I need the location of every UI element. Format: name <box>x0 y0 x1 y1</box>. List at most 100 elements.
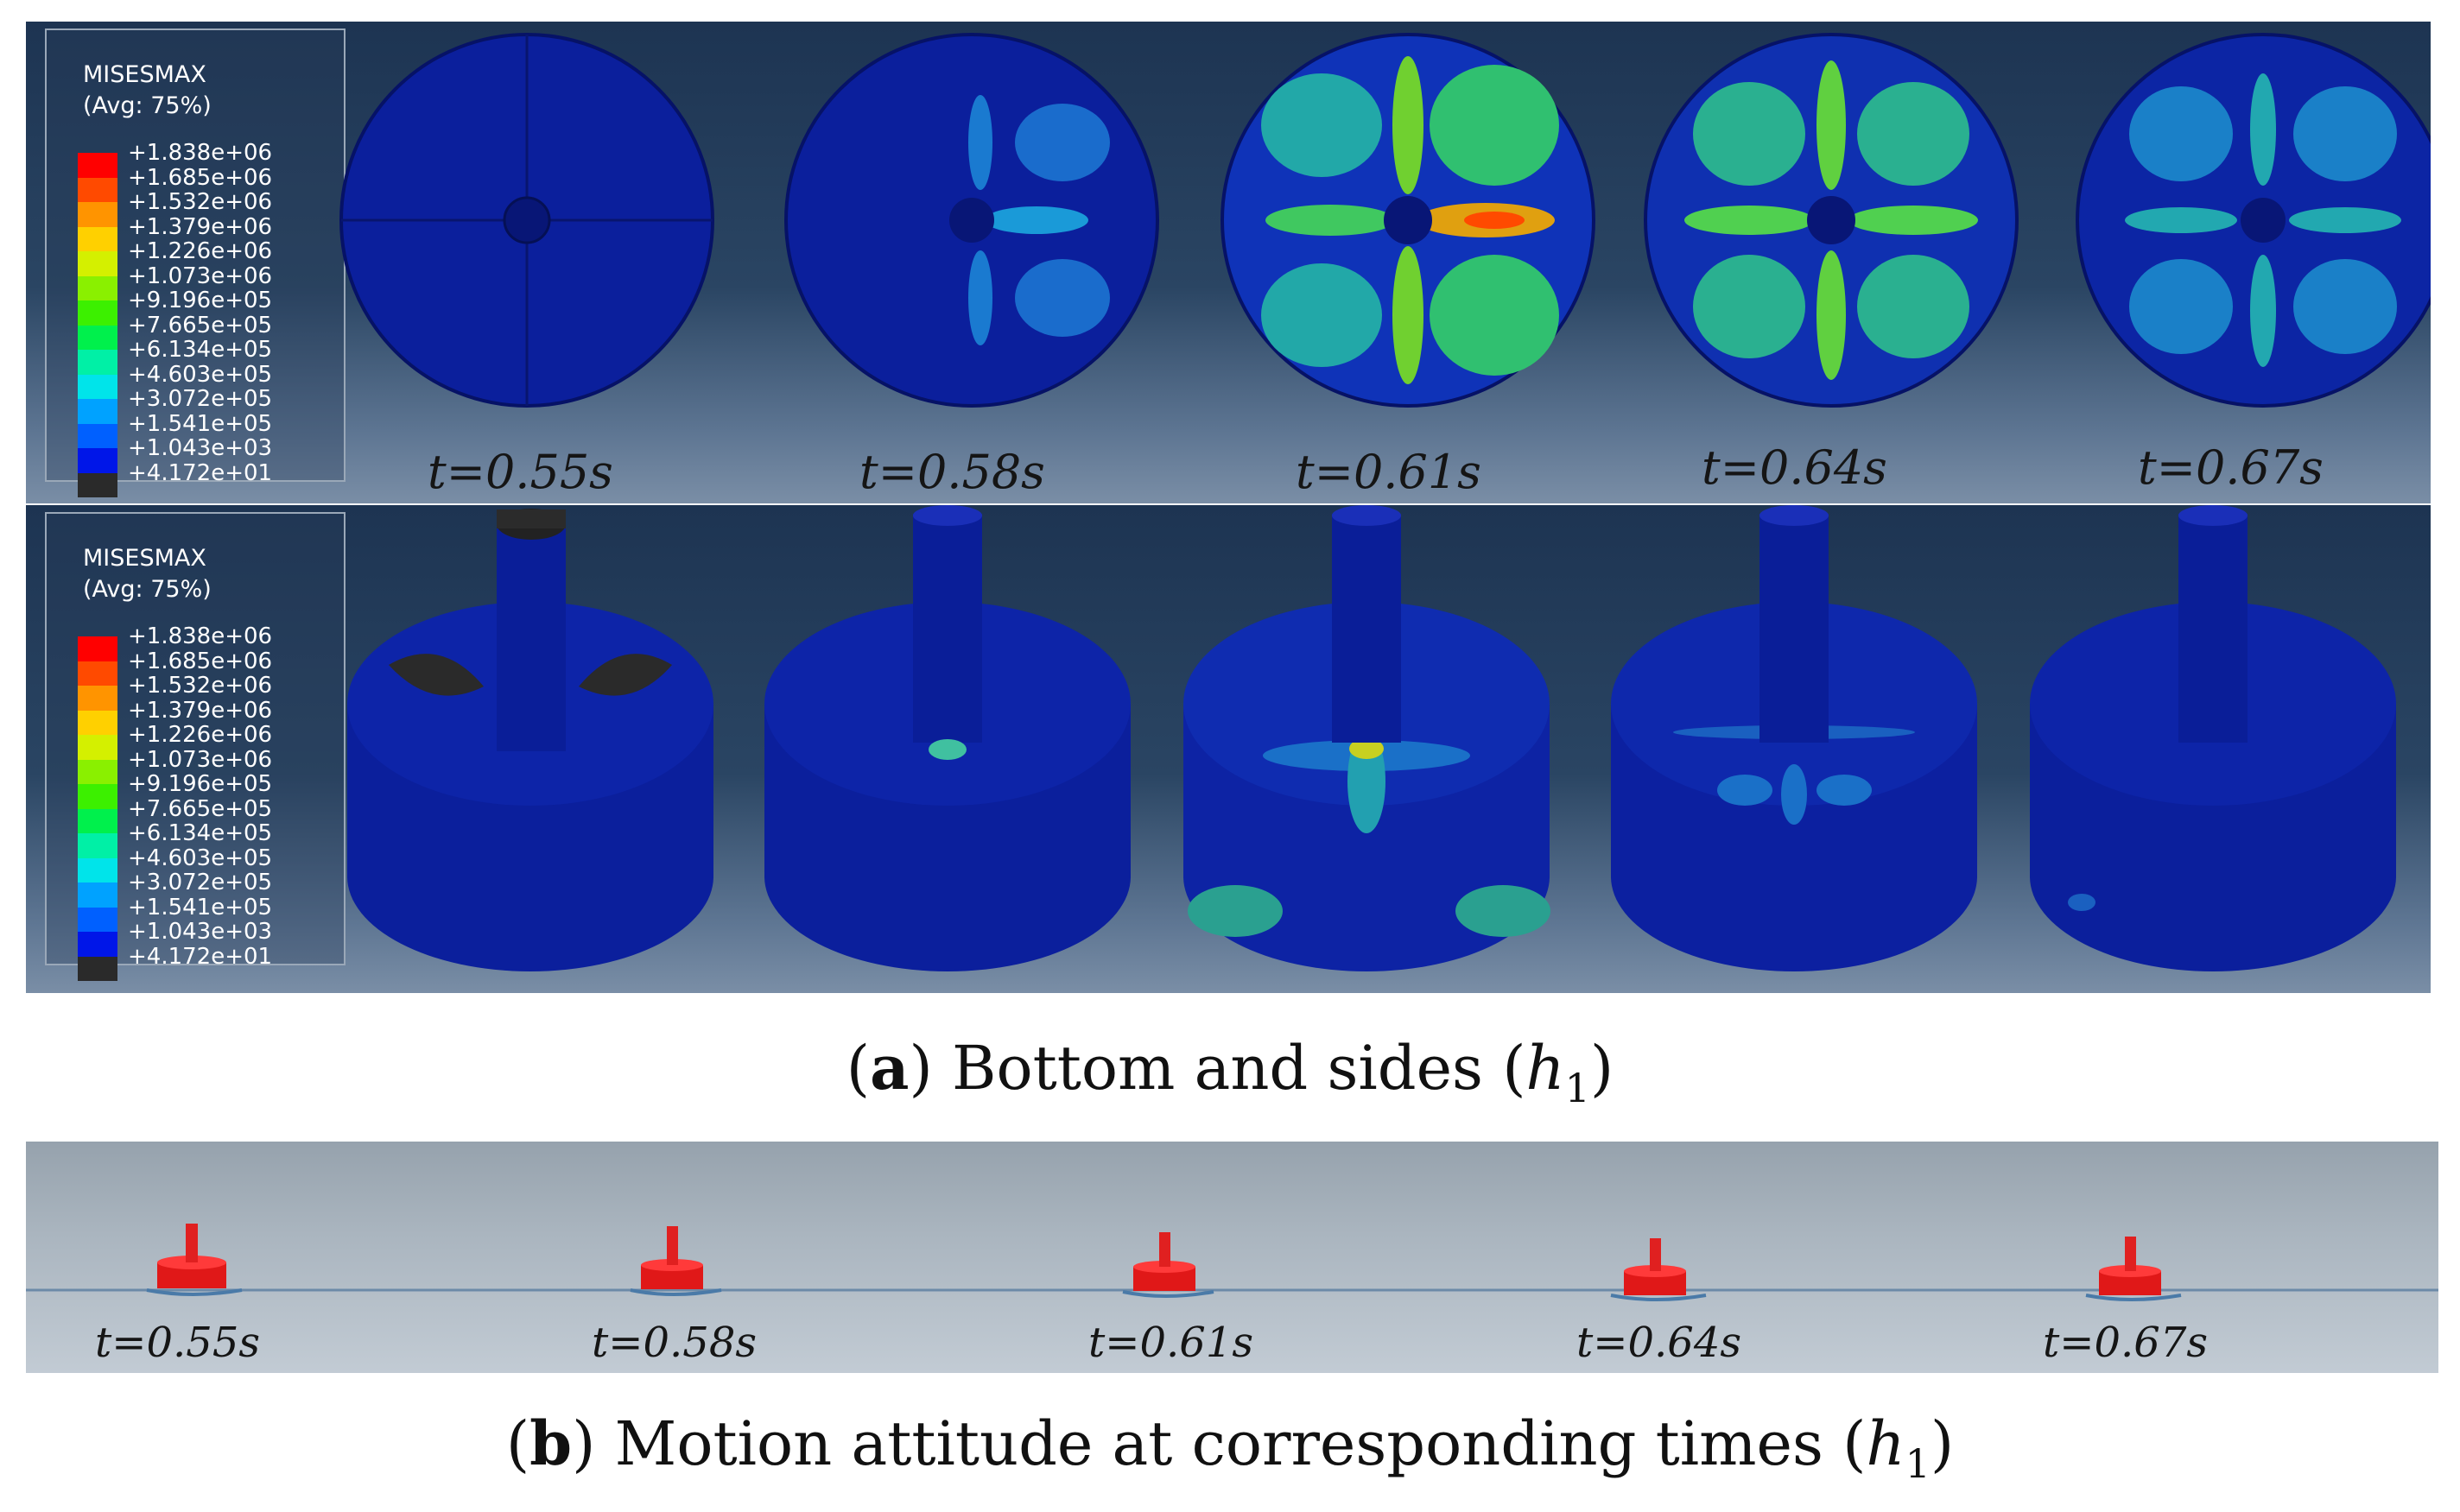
legend-value: +1.541e+05 <box>128 894 273 920</box>
bottom-disc-t4 <box>1644 33 2019 408</box>
time-label-motion-5: t=0.67s <box>2043 1319 2209 1367</box>
legend-swatch <box>78 784 117 809</box>
legend-value: +1.043e+03 <box>128 919 273 945</box>
legend-value: +7.665e+05 <box>128 795 273 822</box>
legend-value: +1.379e+06 <box>128 697 273 724</box>
legend-value: +1.226e+06 <box>128 722 273 748</box>
legend-value: +3.072e+05 <box>128 870 273 895</box>
legend-bottom: MISESMAX (Avg: 75%) +1.838e+06 +1.685e+06… <box>45 512 346 982</box>
legend-value: +1.541e+05 <box>128 410 273 437</box>
legend-swatch <box>78 275 117 301</box>
legend-swatch <box>78 325 117 351</box>
legend-swatch <box>78 177 117 203</box>
time-label-bottom-2: t=0.58s <box>859 445 1045 499</box>
panel-a-side-view: MISESMAX (Avg: 75%) +1.838e+06 +1.685e+06… <box>26 505 2431 993</box>
legend-value: +4.603e+05 <box>128 845 273 871</box>
bottom-disc-t1 <box>339 33 714 408</box>
legend-subtitle: (Avg: 75%) <box>83 92 212 119</box>
legend-value: +1.073e+06 <box>128 263 273 289</box>
legend-value: +1.073e+06 <box>128 746 273 773</box>
buoy-motion-t1 <box>146 1224 243 1296</box>
legend-value: +1.043e+03 <box>128 435 273 461</box>
side-buoy-t4 <box>1611 505 1977 971</box>
legend-swatch <box>78 153 117 178</box>
legend-swatch <box>78 956 117 982</box>
legend-value: +1.685e+06 <box>128 648 273 674</box>
legend-swatch <box>78 907 117 933</box>
time-label-bottom-5: t=0.67s <box>2138 440 2324 495</box>
side-buoy-t1 <box>347 509 713 971</box>
legend-swatch <box>78 301 117 326</box>
legend-swatch <box>78 857 117 883</box>
side-contours <box>347 505 2396 971</box>
legend-swatch <box>78 759 117 785</box>
caption-b-text: Motion attitude at corresponding times <box>614 1408 1823 1479</box>
legend-value: +4.172e+01 <box>128 459 273 486</box>
panel-a-bottom-view: MISESMAX (Avg: 75%) +1.838e+06 +1.685e+06… <box>26 22 2431 503</box>
caption-a-letter: a <box>870 1032 910 1104</box>
time-label-motion-2: t=0.58s <box>592 1319 758 1367</box>
panel-b-motion-attitude: t=0.55s t=0.58s t=0.61s t=0.64s t=0.67s <box>26 1142 2438 1373</box>
legend-value: +4.172e+01 <box>128 943 273 970</box>
legend-swatch <box>78 883 117 908</box>
bottom-disc-t5 <box>2076 33 2431 408</box>
legend-value: +1.685e+06 <box>128 164 273 191</box>
legend-swatch <box>78 661 117 686</box>
legend-swatch <box>78 833 117 858</box>
legend-value: +9.196e+05 <box>128 771 273 797</box>
legend-value: +3.072e+05 <box>128 386 273 412</box>
legend-value: +1.532e+06 <box>128 189 273 215</box>
legend-swatch <box>78 448 117 473</box>
caption-b-letter: b <box>529 1408 573 1479</box>
legend-value: +1.379e+06 <box>128 213 273 240</box>
time-label-motion-4: t=0.64s <box>1576 1319 1742 1367</box>
legend-swatch <box>78 226 117 252</box>
legend-value: +1.838e+06 <box>128 623 273 649</box>
legend-swatch <box>78 636 117 661</box>
legend-swatch <box>78 399 117 424</box>
legend-swatch <box>78 932 117 957</box>
side-buoy-t2 <box>764 505 1131 971</box>
legend-value: +1.226e+06 <box>128 238 273 264</box>
side-buoy-t3 <box>1183 505 1550 971</box>
bottom-disc-t2 <box>784 33 1159 408</box>
legend-value: +6.134e+05 <box>128 337 273 363</box>
caption-a-sub: 1 <box>1564 1065 1590 1111</box>
legend-swatch <box>78 350 117 375</box>
caption-a-var: h <box>1525 1033 1565 1104</box>
buoy-motion-t4 <box>1610 1238 1707 1301</box>
side-buoy-t5 <box>2030 505 2396 971</box>
time-label-bottom-4: t=0.64s <box>1702 440 1887 495</box>
legend-swatch <box>78 251 117 276</box>
time-label-bottom-3: t=0.61s <box>1296 445 1481 499</box>
legend-swatch <box>78 423 117 449</box>
caption-b-var: h <box>1866 1408 1905 1479</box>
caption-a: (a) Bottom and sides (h1) <box>846 1032 1614 1111</box>
caption-b: (b) Motion attitude at corresponding tim… <box>505 1408 1955 1487</box>
legend-swatch <box>78 808 117 834</box>
bottom-contours <box>339 33 2431 408</box>
legend-top: MISESMAX (Avg: 75%) +1.838e+06 +1.685e+06… <box>45 28 346 498</box>
motion-frames <box>26 1224 2438 1301</box>
time-label-motion-3: t=0.61s <box>1088 1319 1254 1367</box>
legend-value: +1.532e+06 <box>128 673 273 699</box>
time-label-bottom-1: t=0.55s <box>428 445 613 499</box>
buoy-motion-t3 <box>1122 1232 1214 1298</box>
caption-b-sub: 1 <box>1905 1440 1931 1487</box>
legend-value: +7.665e+05 <box>128 312 273 338</box>
legend-swatch <box>78 472 117 498</box>
legend-value: +4.603e+05 <box>128 361 273 388</box>
legend-subtitle: (Avg: 75%) <box>83 576 212 603</box>
bottom-disc-t3 <box>1220 33 1595 408</box>
legend-title: MISESMAX <box>83 545 206 572</box>
legend-swatch <box>78 374 117 400</box>
legend-value: +9.196e+05 <box>128 288 273 313</box>
legend-swatch <box>78 710 117 736</box>
caption-a-text: Bottom and sides <box>952 1033 1483 1104</box>
legend-title: MISESMAX <box>83 61 206 88</box>
time-label-motion-1: t=0.55s <box>95 1319 261 1367</box>
legend-swatch <box>78 735 117 760</box>
legend-swatch <box>78 686 117 711</box>
buoy-motion-t2 <box>630 1226 722 1296</box>
buoy-motion-t5 <box>2085 1237 2182 1301</box>
